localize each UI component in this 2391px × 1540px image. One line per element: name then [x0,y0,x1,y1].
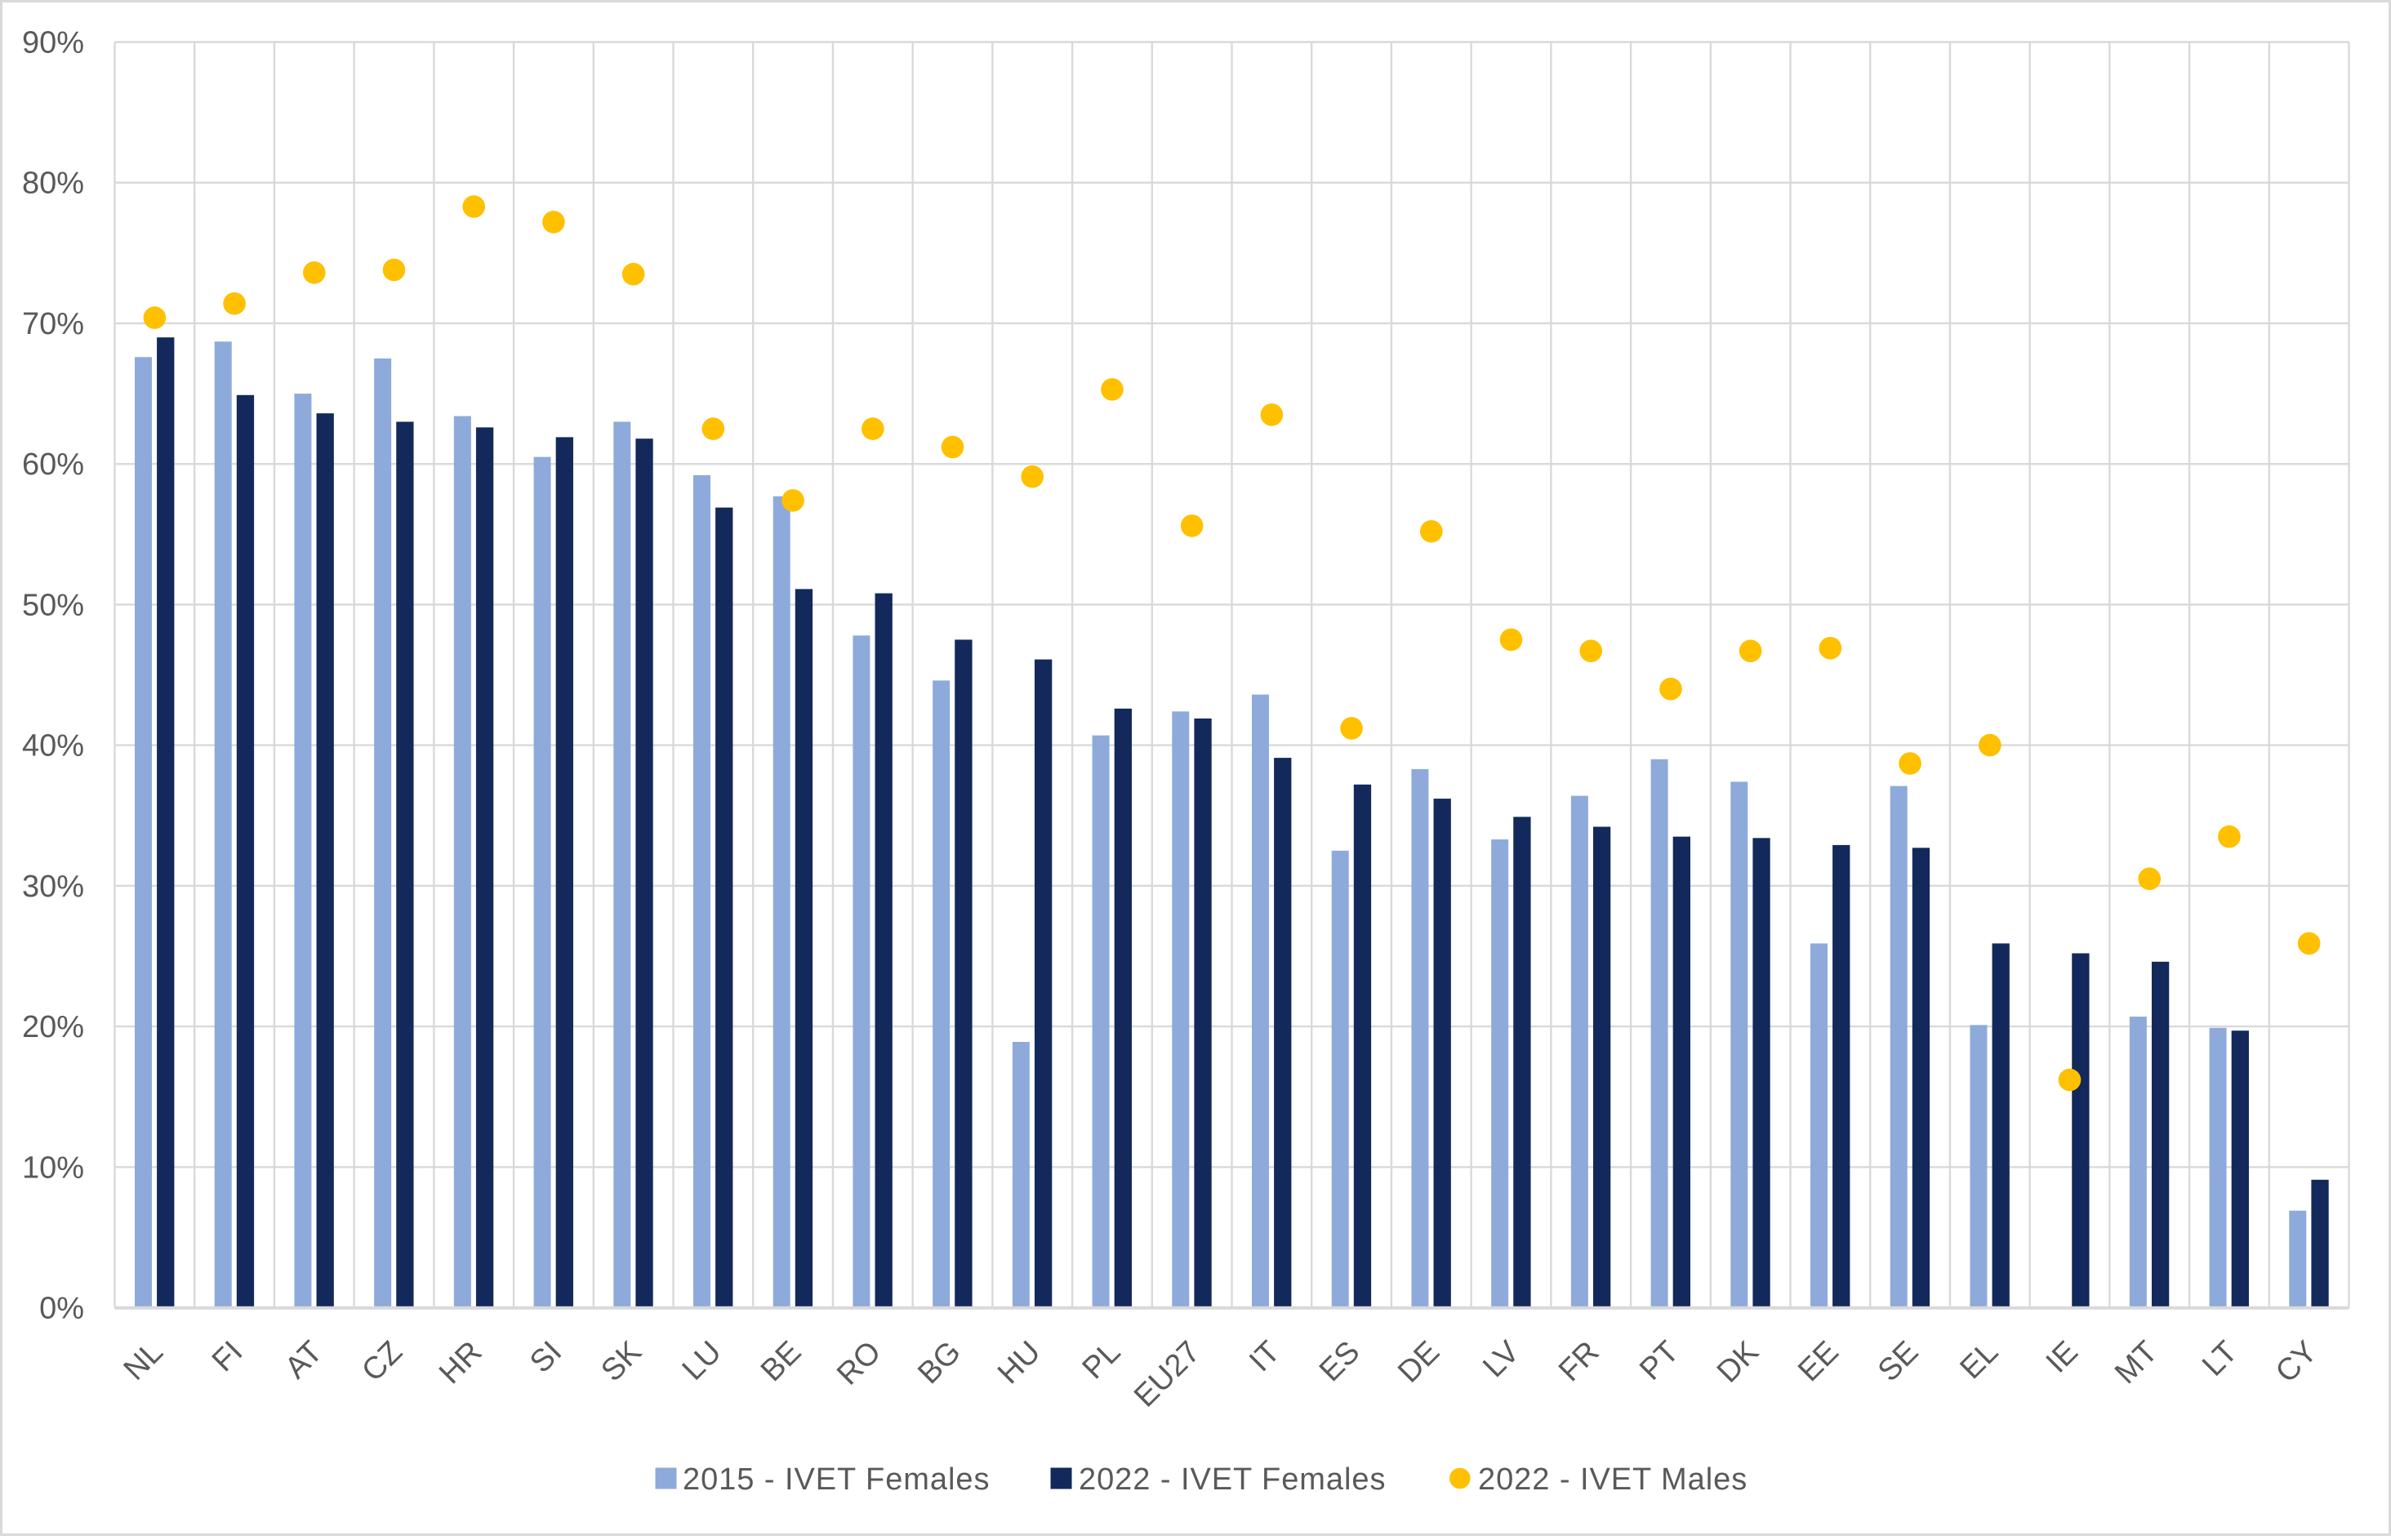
svg-text:90%: 90% [22,26,84,60]
svg-text:40%: 40% [22,729,84,763]
svg-text:10%: 10% [22,1151,84,1185]
svg-text:0%: 0% [39,1292,84,1326]
svg-text:30%: 30% [22,870,84,904]
svg-text:2022 - IVET Males: 2022 - IVET Males [1478,1462,1748,1497]
svg-text:2015 - IVET Females: 2015 - IVET Females [683,1462,990,1497]
svg-text:2022 - IVET Females: 2022 - IVET Females [1079,1462,1386,1497]
svg-text:80%: 80% [22,167,84,201]
svg-text:60%: 60% [22,447,84,482]
svg-text:70%: 70% [22,307,84,341]
svg-text:50%: 50% [22,588,84,622]
svg-text:20%: 20% [22,1010,84,1044]
